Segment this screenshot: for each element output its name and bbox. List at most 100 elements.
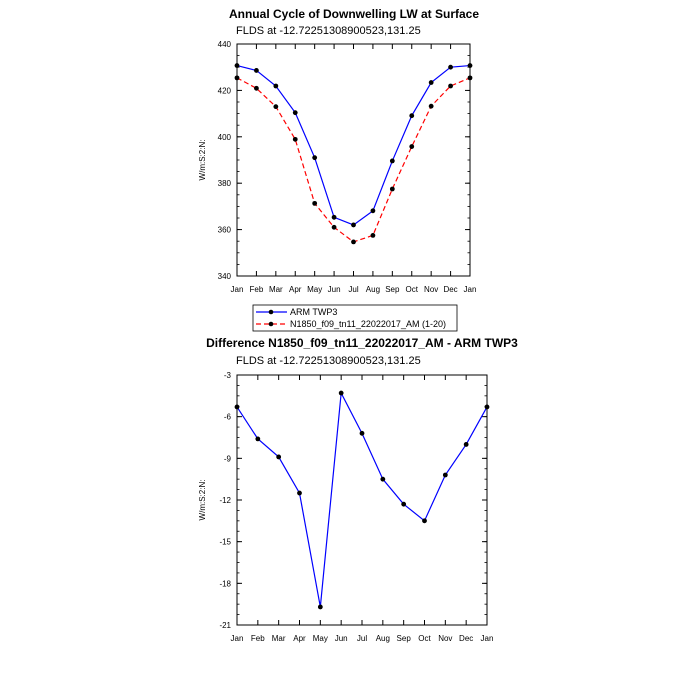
x-tick-label: May: [307, 285, 322, 294]
series-0-point: [255, 436, 261, 442]
x-tick-label: Oct: [406, 285, 419, 294]
y-tick-label: -9: [224, 454, 232, 463]
x-tick-label: Dec: [459, 634, 473, 643]
series-0-point: [331, 214, 337, 220]
series-0-point: [428, 80, 434, 85]
series-0-point: [312, 155, 318, 161]
x-tick-label: Jun: [335, 634, 348, 643]
legend-label-arm: ARM TWP3: [290, 307, 337, 317]
legend-box: [252, 304, 458, 332]
x-tick-label: May: [313, 634, 328, 643]
x-tick-label: Jun: [328, 285, 341, 294]
series-0-point: [389, 158, 395, 164]
series-1-point: [370, 233, 376, 238]
x-tick-label: Mar: [272, 634, 286, 643]
series-1-point: [331, 224, 337, 230]
y-tick-label: -12: [219, 496, 231, 505]
y-tick-label: -3: [224, 371, 232, 380]
series-1-point: [273, 104, 279, 110]
x-tick-label: Feb: [250, 285, 264, 294]
series-0-point: [254, 68, 259, 73]
series-0-point: [448, 64, 453, 70]
x-tick-label: Jul: [357, 634, 367, 643]
legend-label-model: N1850_f09_tn11_22022017_AM (1-20): [290, 319, 446, 329]
series-0-point: [297, 490, 302, 496]
series-line-0: [236, 64, 471, 226]
series-1-point: [254, 85, 259, 91]
series-line-0: [236, 390, 488, 608]
y-tick-label: -6: [224, 413, 232, 422]
y-tick-label: 360: [218, 226, 232, 235]
series-layer: [234, 390, 490, 610]
series-1-point: [312, 200, 318, 206]
x-tick-label: Dec: [443, 285, 457, 294]
x-tick-label: Aug: [376, 634, 390, 643]
series-0-point: [276, 454, 282, 460]
y-tick-label: 440: [218, 40, 232, 49]
y-tick-label: 340: [218, 272, 232, 281]
y-tick-label: -18: [219, 579, 231, 588]
series-layer: [234, 63, 473, 245]
x-tick-label: Nov: [438, 634, 452, 643]
series-1-point: [467, 75, 473, 81]
y-tick-label: -15: [219, 538, 231, 547]
y-axis-label: W/m:S:2:N:: [198, 140, 207, 181]
axis-ticks: 340 360 380 400 420 440 Jan Feb Mar Apr May Jun Jul A…: [218, 40, 477, 294]
legend: ARM TWP3 N1850_f09_tn11_22022017_AM (1-2…: [252, 304, 458, 332]
x-tick-label: Apr: [293, 634, 306, 643]
series-1-point: [389, 186, 395, 192]
series-1-point: [292, 136, 298, 142]
series-0-point: [380, 476, 386, 482]
series-0-point: [409, 113, 415, 119]
x-tick-label: Feb: [251, 634, 265, 643]
series-0-point: [467, 63, 473, 68]
series-0-point: [234, 404, 240, 410]
y-tick-label: 380: [218, 179, 232, 188]
series-0-point: [370, 208, 376, 214]
chart-title: Annual Cycle of Downwelling LW at Surfac…: [229, 7, 479, 21]
x-tick-label: Apr: [289, 285, 302, 294]
series-0-point: [292, 110, 298, 116]
series-0-point: [338, 390, 344, 396]
series-1-point: [351, 239, 356, 245]
y-axis-label: W/m:S:2:N:: [198, 480, 207, 521]
x-tick-label: Nov: [424, 285, 438, 294]
series-0-point: [273, 83, 279, 89]
x-tick-label: Sep: [385, 285, 400, 294]
y-tick-label: 420: [218, 86, 232, 95]
plot-frame: [236, 374, 488, 626]
x-tick-label: Jul: [348, 285, 358, 294]
chart-subtitle: FLDS at -12.72251308900523,131.25: [236, 25, 421, 37]
series-0-point: [359, 430, 365, 436]
chart-subtitle: FLDS at -12.72251308900523,131.25: [236, 355, 421, 367]
x-tick-label: Jan: [231, 634, 244, 643]
x-tick-label: Jan: [464, 285, 477, 294]
series-1-point: [428, 103, 434, 109]
x-tick-label: Mar: [269, 285, 283, 294]
axis-ticks: -21 -18 -15 -12 -9 -6 -3 Jan Feb Mar Apr May Jun Jul A…: [219, 371, 493, 643]
chart-title: Difference N1850_f09_tn11_22022017_AM - …: [206, 336, 518, 350]
series-line-1: [236, 77, 471, 243]
difference-panel: Difference N1850_f09_tn11_22022017_AM - …: [198, 336, 518, 643]
y-tick-label: 400: [218, 133, 232, 142]
series-0-point: [317, 604, 323, 610]
y-tick-label: -21: [219, 621, 231, 630]
x-tick-label: Aug: [366, 285, 380, 294]
x-tick-label: Sep: [397, 634, 412, 643]
series-0-point: [234, 63, 240, 68]
legend-marker-model: [268, 321, 274, 327]
x-tick-label: Oct: [418, 634, 431, 643]
series-0-point: [463, 442, 469, 447]
series-0-point: [422, 518, 427, 524]
x-tick-label: Jan: [481, 634, 494, 643]
series-0-point: [401, 501, 407, 507]
series-1-point: [448, 83, 453, 89]
legend-marker-arm: [268, 309, 274, 315]
x-tick-label: Jan: [231, 285, 244, 294]
series-1-point: [409, 144, 415, 149]
series-0-point: [442, 472, 448, 478]
series-1-point: [234, 75, 240, 81]
series-0-point: [484, 404, 490, 410]
annual-cycle-panel: Annual Cycle of Downwelling LW at Surfac…: [198, 7, 479, 332]
